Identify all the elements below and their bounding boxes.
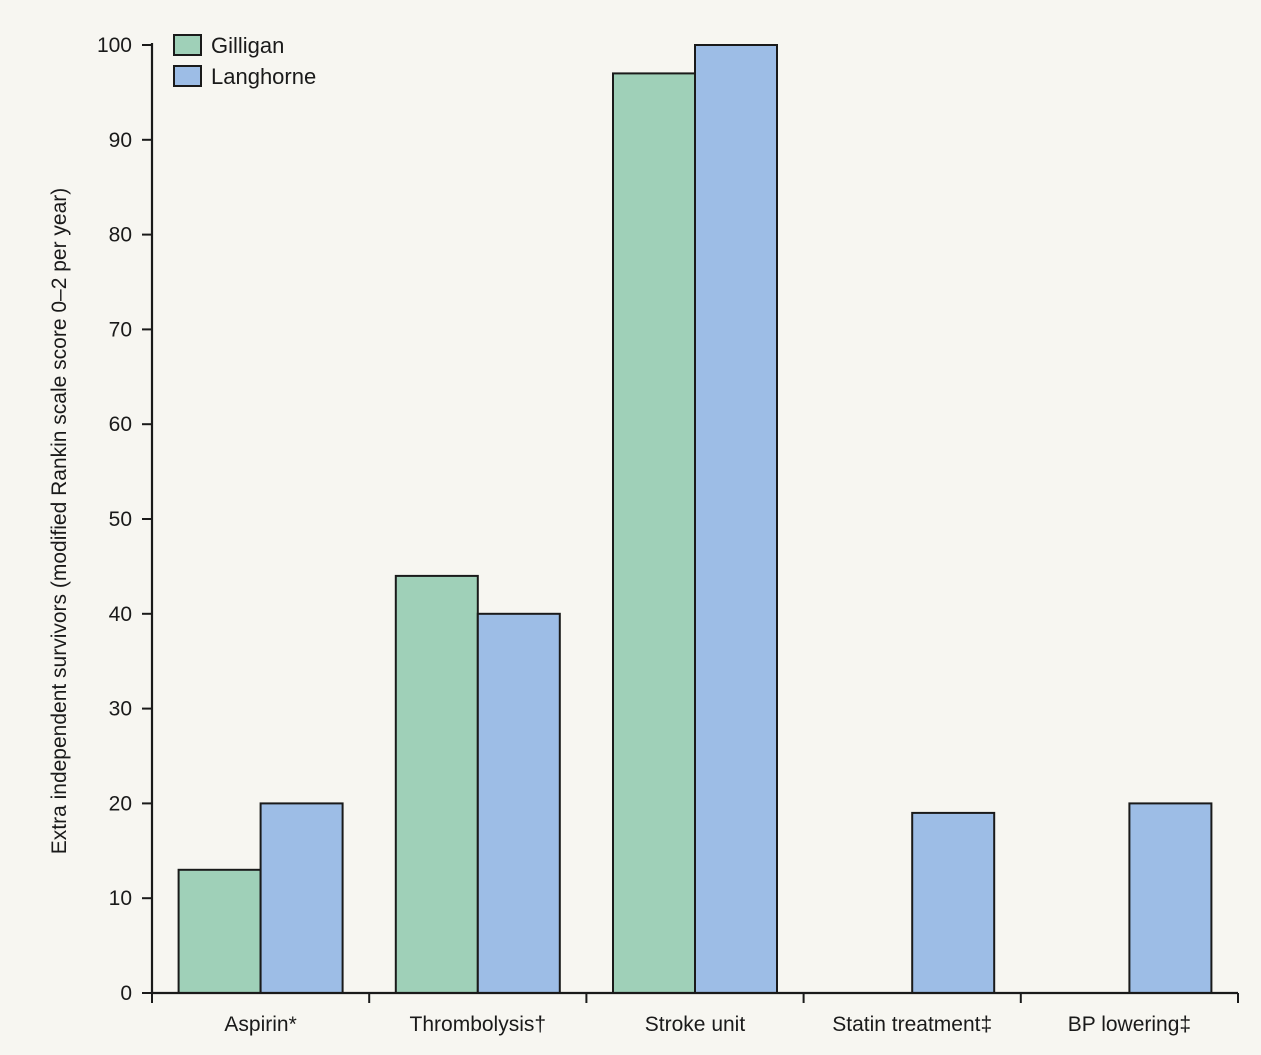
legend: Gilligan Langhorne [173, 33, 316, 89]
y-tick-label: 40 [109, 603, 132, 626]
y-tick-label: 10 [109, 887, 132, 910]
legend-label-gilligan: Gilligan [211, 33, 284, 58]
x-tick-label: BP lowering‡ [1068, 1013, 1191, 1036]
x-tick-label: Aspirin* [224, 1013, 296, 1036]
y-tick-label: 90 [109, 129, 132, 152]
y-tick-label: 30 [109, 698, 132, 721]
legend-swatch-langhorne [173, 65, 202, 87]
y-tick-label: 0 [120, 982, 132, 1005]
bar-langhorne-1 [259, 802, 344, 995]
y-tick-label: 20 [109, 792, 132, 815]
y-tick-label: 80 [109, 224, 132, 247]
y-axis-label: Extra independent survivors (modified Ra… [48, 188, 71, 855]
bar-langhorne-3 [694, 44, 778, 994]
x-tick-label: Thrombolysis† [410, 1013, 547, 1036]
bar-gilligan-3 [612, 72, 696, 994]
y-tick-label: 60 [109, 413, 132, 436]
bar-gilligan-2 [394, 574, 479, 995]
y-tick-label: 70 [109, 318, 132, 341]
bar-langhorne-2 [476, 612, 561, 994]
bar-langhorne-4 [911, 811, 996, 995]
legend-label-langhorne: Langhorne [211, 64, 316, 89]
y-tick-label: 100 [97, 34, 132, 57]
x-tick-label: Stroke unit [645, 1013, 746, 1036]
x-tick-label: Statin treatment‡ [832, 1013, 992, 1036]
legend-swatch-gilligan [173, 34, 202, 56]
bars-group [177, 44, 1213, 995]
bar-langhorne-5 [1128, 802, 1213, 995]
axes-group: 0 10 20 30 40 50 60 70 80 90 100 Aspirin* Thrombolys… [97, 34, 1239, 1036]
y-tick-label: 50 [109, 508, 132, 531]
bar-gilligan-1 [177, 868, 262, 994]
